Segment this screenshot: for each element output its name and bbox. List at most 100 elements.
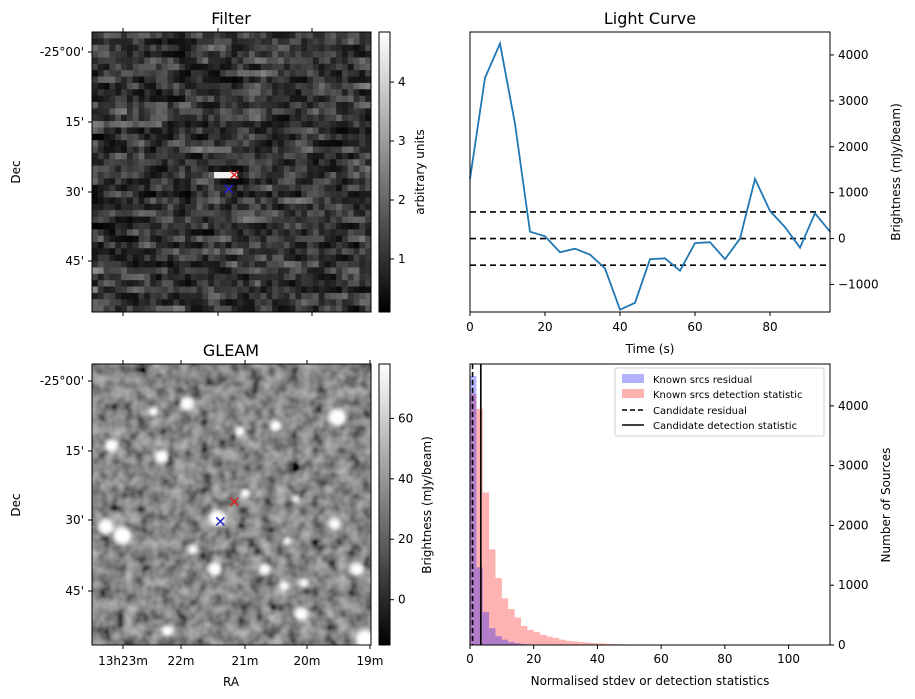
y-tick-label: 4000 bbox=[838, 48, 869, 62]
filter-pixel bbox=[144, 57, 151, 65]
filter-pixel bbox=[138, 184, 145, 192]
filter-pixel bbox=[231, 210, 238, 217]
filter-pixel bbox=[97, 38, 105, 46]
filter-pixel bbox=[266, 102, 273, 109]
filter-pixel bbox=[260, 165, 267, 173]
filter-pixel bbox=[161, 102, 168, 109]
filter-pixel bbox=[109, 286, 116, 294]
filter-pixel bbox=[150, 108, 157, 116]
filter-pixel bbox=[214, 248, 221, 256]
filter-pixel bbox=[214, 133, 221, 141]
filter-pixel bbox=[359, 114, 366, 122]
filter-pixel bbox=[196, 242, 203, 249]
filter-pixel bbox=[225, 292, 232, 300]
filter-pixel bbox=[336, 70, 343, 77]
filter-pixel bbox=[103, 267, 110, 275]
detection-bar bbox=[584, 642, 592, 645]
filter-pixel bbox=[347, 63, 354, 71]
filter-pixel bbox=[208, 197, 215, 205]
filter-pixel bbox=[248, 82, 256, 90]
filter-pixel bbox=[219, 178, 227, 186]
detection-bar bbox=[571, 641, 579, 645]
filter-pixel bbox=[115, 82, 122, 90]
filter-pixel bbox=[202, 292, 209, 300]
filter-pixel bbox=[324, 203, 331, 211]
filter-pixel bbox=[347, 152, 354, 160]
filter-pixel bbox=[109, 121, 116, 128]
filter-pixel bbox=[330, 235, 337, 243]
filter-pixel bbox=[324, 267, 331, 275]
filter-pixel bbox=[161, 114, 168, 122]
filter-pixel bbox=[202, 203, 209, 211]
filter-pixel bbox=[301, 203, 308, 211]
filter-pixel bbox=[347, 146, 354, 154]
y-tick-label: 4000 bbox=[838, 399, 869, 413]
filter-pixel bbox=[324, 95, 331, 103]
axes-frame bbox=[91, 363, 372, 646]
radio-source bbox=[258, 563, 271, 575]
filter-pixel bbox=[248, 159, 256, 167]
filter-pixel bbox=[359, 235, 366, 243]
filter-pixel bbox=[126, 76, 134, 84]
filter-pixel bbox=[115, 38, 122, 46]
filter-pixel bbox=[278, 184, 285, 192]
filter-pixel bbox=[155, 95, 163, 103]
filter-pixel bbox=[138, 286, 145, 294]
filter-pixel bbox=[278, 102, 285, 109]
filter-pixel bbox=[365, 191, 371, 198]
filter-pixel bbox=[278, 70, 285, 77]
filter-pixel bbox=[347, 242, 354, 249]
filter-pixel bbox=[248, 254, 256, 262]
filter-pixel bbox=[196, 197, 203, 205]
filter-pixel bbox=[301, 273, 308, 281]
filter-pixel bbox=[341, 102, 349, 109]
filter-pixel bbox=[283, 114, 291, 122]
filter-pixel bbox=[237, 32, 244, 39]
filter-pixel bbox=[289, 146, 296, 154]
filter-pixel bbox=[365, 292, 371, 300]
filter-pixel bbox=[336, 102, 343, 109]
filter-pixel bbox=[161, 51, 168, 58]
filter-pixel bbox=[190, 63, 198, 71]
filter-pixel bbox=[219, 184, 227, 192]
filter-pixel bbox=[278, 152, 285, 160]
filter-pixel bbox=[202, 280, 209, 287]
filter-pixel bbox=[266, 32, 273, 39]
filter-pixel bbox=[353, 273, 360, 281]
filter-pixel bbox=[295, 203, 302, 211]
filter-pixel bbox=[92, 191, 99, 198]
filter-pixel bbox=[272, 165, 279, 173]
filter-pixel bbox=[272, 102, 279, 109]
filter-pixel bbox=[278, 286, 285, 294]
filter-pixel bbox=[225, 165, 232, 173]
legend-swatch-detection bbox=[622, 389, 644, 398]
filter-pixel bbox=[103, 102, 110, 109]
filter-pixel bbox=[121, 172, 128, 179]
filter-pixel bbox=[295, 235, 302, 243]
filter-pixel bbox=[109, 44, 116, 52]
filter-pixel bbox=[155, 184, 163, 192]
filter-pixel bbox=[225, 51, 232, 58]
filter-pixel bbox=[190, 305, 198, 312]
filter-pixel bbox=[92, 261, 99, 268]
filter-pixel bbox=[179, 121, 186, 128]
filter-pixel bbox=[138, 210, 145, 217]
filter-pixel bbox=[336, 32, 343, 39]
filter-pixel bbox=[214, 32, 221, 39]
filter-pixel bbox=[167, 305, 174, 312]
filter-pixel bbox=[260, 222, 267, 230]
filter-pixel bbox=[272, 172, 279, 179]
filter-pixel bbox=[150, 32, 157, 39]
filter-pixel bbox=[318, 248, 325, 256]
filter-pixel bbox=[243, 229, 250, 237]
filter-pixel bbox=[278, 292, 285, 300]
filter-pixel bbox=[126, 108, 134, 116]
filter-pixel bbox=[237, 191, 244, 198]
filter-pixel bbox=[254, 178, 261, 186]
filter-pixel bbox=[353, 89, 360, 97]
filter-pixel bbox=[312, 222, 320, 230]
filter-pixel bbox=[208, 114, 215, 122]
filter-pixel bbox=[272, 222, 279, 230]
filter-pixel bbox=[283, 133, 291, 141]
filter-pixel bbox=[92, 102, 99, 109]
